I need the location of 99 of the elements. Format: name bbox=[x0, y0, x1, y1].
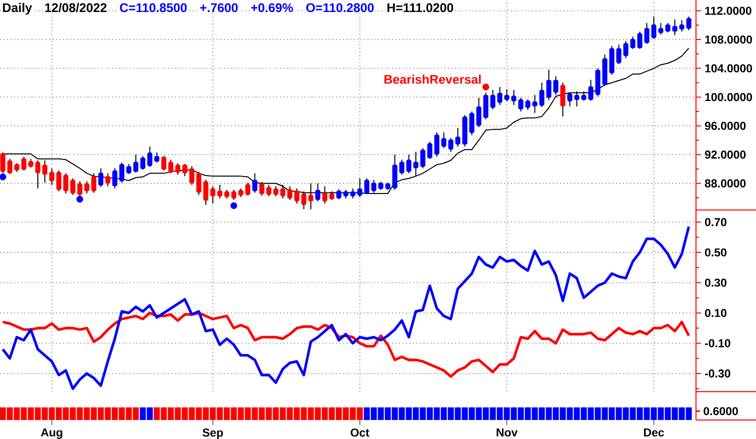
candlestick bbox=[490, 89, 496, 110]
candlestick bbox=[504, 88, 510, 102]
point bbox=[76, 196, 84, 203]
candlestick bbox=[448, 138, 454, 152]
candlestick bbox=[497, 86, 502, 106]
x-tick-label: Sep bbox=[202, 428, 223, 439]
candlestick bbox=[189, 166, 194, 186]
candlestick bbox=[175, 162, 180, 176]
candlestick bbox=[518, 97, 524, 112]
candlestick bbox=[210, 186, 216, 204]
candlestick bbox=[588, 79, 594, 102]
candlestick bbox=[98, 168, 104, 188]
candlestick bbox=[441, 132, 446, 149]
candlestick bbox=[7, 158, 12, 175]
annotation: +0.69% bbox=[251, 3, 293, 12]
text: 0.6000 bbox=[704, 407, 738, 416]
candlestick bbox=[203, 179, 208, 206]
candlestick bbox=[469, 110, 474, 136]
candlestick bbox=[679, 20, 684, 32]
candlestick bbox=[420, 148, 426, 169]
candlestick bbox=[119, 162, 124, 184]
candlestick bbox=[434, 132, 440, 158]
candlestick bbox=[126, 163, 132, 175]
candlestick bbox=[651, 16, 656, 40]
y-tick-label: 100.0000 bbox=[705, 93, 752, 102]
y-tick-label: 92.0000 bbox=[704, 150, 746, 159]
candlestick bbox=[644, 22, 650, 44]
candlestick bbox=[560, 82, 566, 117]
candlestick bbox=[35, 160, 40, 189]
y-tick-label: 88.0000 bbox=[704, 179, 746, 188]
annotation: 12/08/2022 bbox=[45, 2, 107, 12]
candlestick bbox=[637, 31, 642, 50]
candlestick bbox=[112, 168, 118, 189]
candlestick bbox=[105, 172, 110, 187]
annotation: +.7600 bbox=[200, 3, 238, 12]
candlestick bbox=[630, 36, 636, 50]
candlestick bbox=[392, 154, 398, 190]
candlestick bbox=[455, 128, 460, 148]
candlestick bbox=[70, 178, 76, 196]
candlestick bbox=[574, 90, 580, 107]
candlestick bbox=[665, 22, 670, 33]
x-tick-label: Oct bbox=[350, 428, 370, 437]
candlestick bbox=[525, 98, 530, 111]
candlestick bbox=[49, 168, 54, 186]
candlestick bbox=[567, 92, 572, 107]
x-tick-label: Aug bbox=[40, 428, 62, 439]
candlestick bbox=[140, 156, 146, 170]
candlestick bbox=[399, 159, 404, 176]
y-tick-label: 0.70 bbox=[704, 218, 726, 226]
candlestick bbox=[553, 76, 558, 96]
candlestick bbox=[273, 186, 278, 197]
candlestick bbox=[133, 154, 138, 174]
candlestick bbox=[539, 82, 544, 108]
candlestick bbox=[616, 44, 622, 64]
candlestick bbox=[231, 189, 236, 200]
x-tick-label: Dec bbox=[644, 428, 664, 437]
candlestick bbox=[63, 172, 68, 194]
candlestick bbox=[21, 156, 26, 171]
y-tick-label: 0.10 bbox=[704, 308, 726, 318]
y-tick-label: 96.0000 bbox=[704, 122, 746, 130]
candlestick bbox=[623, 40, 628, 59]
candlestick bbox=[427, 141, 432, 160]
candlestick bbox=[42, 160, 48, 184]
candlestick bbox=[56, 170, 62, 192]
candlestick bbox=[154, 152, 160, 164]
y-tick-label: 0.50 bbox=[704, 248, 726, 256]
candlestick bbox=[546, 69, 552, 100]
point bbox=[0, 174, 6, 180]
y-tick-label: 104.0000 bbox=[705, 64, 752, 72]
candlestick bbox=[672, 18, 678, 36]
candlestick bbox=[532, 94, 538, 114]
y-tick-label: 108.0000 bbox=[705, 35, 752, 44]
candlestick bbox=[686, 16, 692, 31]
annotation: O=110.2800 bbox=[306, 3, 374, 12]
candlestick bbox=[182, 163, 188, 177]
candlestick bbox=[168, 159, 174, 174]
candlestick bbox=[413, 151, 418, 177]
candlestick bbox=[161, 156, 166, 171]
y-tick-label: 0.30 bbox=[704, 278, 726, 287]
candlestick bbox=[84, 180, 90, 194]
point bbox=[230, 202, 238, 210]
candlestick bbox=[406, 154, 412, 174]
series-label: BearishReversal bbox=[384, 74, 481, 84]
candlestick bbox=[658, 22, 664, 36]
annotation: C=110.8500 bbox=[120, 3, 187, 12]
point bbox=[482, 84, 490, 90]
annotation: H=111.0200 bbox=[387, 3, 454, 12]
y-tick-label: -0.30 bbox=[704, 369, 730, 378]
y-tick-label: 112.0000 bbox=[705, 6, 752, 15]
candlestick bbox=[147, 146, 152, 168]
candlestick bbox=[217, 184, 222, 199]
x-tick-label: Nov bbox=[496, 428, 518, 437]
candlestick bbox=[483, 92, 488, 120]
y-tick-label: -0.10 bbox=[704, 339, 730, 348]
candlestick bbox=[245, 182, 250, 196]
chart-title: Daily bbox=[3, 2, 32, 15]
candlestick bbox=[581, 90, 586, 102]
candlestick bbox=[511, 89, 516, 106]
candlestick bbox=[476, 97, 482, 128]
